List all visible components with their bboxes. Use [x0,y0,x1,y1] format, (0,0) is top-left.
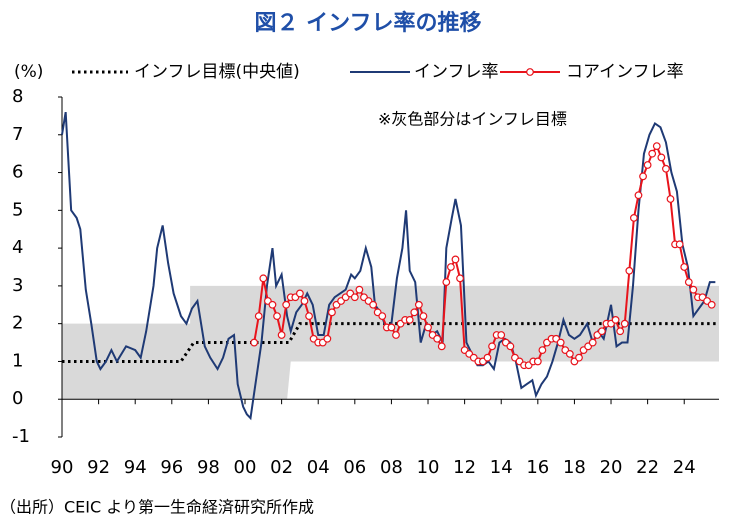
x-tick-label: 92 [87,457,110,478]
source-note: （出所）CEIC より第一生命経済研究所作成 [0,498,314,517]
series-marker [369,300,378,309]
series-marker [639,172,647,181]
series-marker [300,297,309,305]
series-marker [282,300,291,309]
y-tick-label: 6 [12,162,23,183]
x-tick-label: 94 [124,457,147,478]
y-tick-label: 2 [12,313,23,334]
series-marker [506,342,515,351]
series-marker [410,308,419,317]
series-marker [652,142,661,151]
legend-marker [526,68,534,76]
series-marker [305,312,313,321]
y-tick-label: 0 [12,388,23,409]
series-marker [597,327,606,336]
x-tick-label: 24 [673,457,696,478]
series-marker [684,278,693,287]
series-marker [625,266,634,275]
y-unit: (%) [14,62,43,82]
x-tick-label: 10 [417,457,440,478]
x-tick-label: 20 [600,457,623,478]
x-tick-label: 22 [636,457,659,478]
x-tick-label: 06 [343,457,366,478]
x-tick-label: 02 [270,457,293,478]
legend-label: コアインフレ率 [566,62,684,82]
series-marker [456,274,464,283]
series-marker [488,342,496,351]
series-marker [387,323,396,332]
series-marker [630,213,638,222]
series-marker [707,300,716,309]
series-marker [273,312,281,321]
series-marker [446,263,455,271]
series-marker [378,312,387,321]
y-tick-label: 5 [12,199,23,220]
chart-title: 図２ インフレ率の推移 [255,10,482,36]
series-marker [643,161,652,169]
y-tick-label: 3 [12,275,23,296]
target-band [62,285,719,400]
series-marker [575,353,583,362]
x-tick-label: 16 [526,457,549,478]
series-marker [497,331,506,339]
series-marker [675,240,684,249]
series-marker [634,191,643,200]
y-tick-label: -1 [12,426,30,447]
series-marker [689,285,698,294]
x-tick-label: 12 [453,457,476,478]
series-marker [662,164,670,173]
series-marker [323,334,332,343]
x-tick-label: 04 [307,457,330,478]
series-marker [648,149,657,158]
legend-label: インフレ率 [414,62,499,82]
x-tick-label: 00 [234,457,257,478]
series-marker [433,334,442,343]
series-marker [296,289,304,298]
series-marker [405,315,414,324]
series-marker [620,319,629,328]
x-tick-label: 98 [197,457,220,478]
series-marker [442,278,451,287]
y-tick-label: 8 [12,86,23,107]
series-marker [355,285,364,294]
x-tick-label: 96 [160,457,183,478]
series-marker [254,312,263,321]
series-marker [414,300,423,309]
series-marker [616,327,625,336]
y-tick-label: 4 [12,237,23,258]
series-marker [250,338,259,347]
series-marker [451,255,460,264]
series-marker [483,353,492,362]
series-marker [657,153,666,162]
series-marker [611,315,620,324]
series-marker [588,338,597,347]
series-marker [392,331,400,339]
annotation: ※灰色部分はインフレ目標 [378,110,567,129]
series-marker [328,308,336,317]
y-tick-label: 7 [12,124,23,145]
series-marker [419,312,428,321]
series-marker [533,357,542,366]
series-marker [538,346,547,355]
x-tick-label: 90 [51,457,74,478]
series-marker [424,323,432,332]
legend: インフレ目標(中央値) インフレ率 コアインフレ率 [72,62,684,82]
x-tick-label: 14 [490,457,513,478]
x-tick-label: 18 [563,457,586,478]
series-marker [437,342,446,351]
series-marker [556,338,565,347]
series-marker [350,293,359,302]
y-tick-label: 1 [12,350,23,371]
series-marker [277,331,286,339]
x-tick-label: 08 [380,457,403,478]
series-marker [565,349,574,358]
series-marker [268,300,277,309]
legend-label: インフレ目標(中央値) [134,62,300,82]
series-marker [666,195,675,203]
series-marker [680,263,689,271]
series-marker [259,274,268,283]
